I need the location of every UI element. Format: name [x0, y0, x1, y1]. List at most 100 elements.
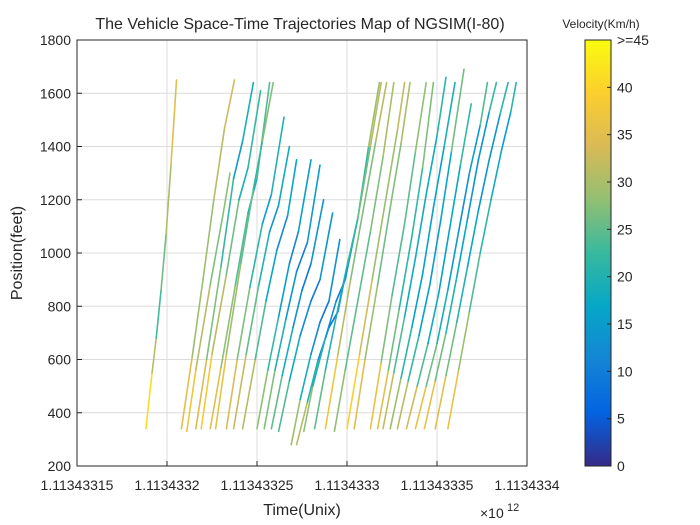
trajectory-segment — [319, 300, 330, 324]
trajectory-segment — [369, 156, 384, 233]
trajectory-segment — [398, 236, 413, 310]
y-tick-label: 1600 — [40, 85, 71, 101]
trajectory-segment — [434, 374, 447, 430]
vehicle-trajectory — [389, 81, 456, 430]
trajectory-segment — [277, 379, 291, 433]
trajectory-segment — [500, 111, 512, 150]
vehicle-trajectory — [346, 81, 406, 430]
trajectory-segment — [335, 265, 348, 318]
trajectory-segment — [220, 284, 237, 369]
trajectory-segment — [392, 316, 406, 374]
trajectory-segment — [254, 300, 267, 361]
y-tick-label: 800 — [48, 298, 72, 314]
trajectory-segment — [299, 353, 312, 401]
trajectory-segment — [414, 193, 428, 260]
trajectory-segment — [195, 284, 211, 371]
y-tick-label: 600 — [48, 352, 72, 368]
trajectory-segment — [455, 265, 469, 324]
trajectory-segment — [466, 209, 480, 268]
trajectory-segment — [437, 228, 451, 294]
trajectory-segment — [434, 332, 447, 382]
trajectory-segment — [225, 198, 240, 276]
trajectory-segment — [270, 116, 285, 196]
trajectory-segment — [252, 140, 264, 190]
trajectory-segment — [387, 308, 401, 371]
trajectory-segment — [209, 366, 222, 430]
colorbar-tick-label: 0 — [617, 458, 625, 474]
trajectory-segment — [477, 159, 491, 212]
trajectory-segment — [450, 68, 465, 153]
colorbar-tick-label: 5 — [617, 411, 625, 427]
trajectory-segment — [374, 81, 388, 142]
vehicle-trajectory — [434, 81, 509, 430]
trajectory-segment — [270, 374, 284, 430]
vehicle-trajectory — [290, 238, 341, 446]
trajectory-segment — [376, 369, 390, 430]
trajectory-segment — [222, 172, 231, 217]
trajectory-segment — [455, 217, 469, 278]
vehicle-trajectory — [324, 81, 388, 430]
trajectory-segment — [349, 209, 365, 281]
vehicle-trajectory — [145, 79, 178, 430]
trajectory-segment — [275, 214, 289, 252]
vehicle-trajectory — [353, 81, 411, 430]
trajectory-segment — [292, 289, 303, 329]
x-tick-label: 1.11343315 — [41, 477, 114, 493]
trajectory-segment — [286, 159, 298, 217]
trajectory-segment — [367, 81, 381, 148]
trajectory-segment — [425, 342, 438, 387]
colorbar-tick-label: >=45 — [617, 32, 649, 48]
trajectory-segment — [382, 81, 395, 158]
colorbar-tick-label: 20 — [617, 269, 633, 285]
trajectory-segment — [364, 284, 379, 361]
trajectory-segment — [344, 300, 359, 371]
colorbar-tick-label: 15 — [617, 316, 633, 332]
trajectory-segment — [383, 129, 399, 206]
trajectory-segment — [170, 79, 178, 166]
vehicle-trajectory — [313, 81, 383, 430]
trajectory-segment — [277, 145, 291, 206]
y-tick-label: 1800 — [40, 32, 71, 48]
vehicle-trajectory — [256, 159, 312, 430]
vehicle-trajectory — [277, 212, 334, 433]
trajectory-lines — [145, 68, 518, 446]
vehicle-trajectory — [333, 81, 395, 433]
trajectory-segment — [301, 262, 312, 292]
trajectory-segment — [391, 222, 406, 297]
trajectory-segment — [205, 265, 222, 361]
trajectory-segment — [281, 326, 294, 377]
vehicle-trajectory — [414, 81, 489, 430]
trajectory-segment — [389, 377, 402, 430]
trajectory-segment — [405, 385, 419, 430]
trajectory-segment — [145, 372, 153, 430]
trajectory-segment — [211, 273, 228, 355]
trajectory-segment — [356, 230, 372, 302]
trajectory-segment — [265, 249, 278, 302]
trajectory-segment — [310, 198, 325, 265]
x-axis-label: Time(Unix) — [263, 502, 341, 519]
trajectory-segment — [509, 81, 518, 113]
trajectory-segment — [186, 369, 197, 433]
vehicle-trajectory — [446, 81, 518, 430]
trajectory-segment — [234, 212, 249, 286]
trajectory-segment — [396, 379, 410, 430]
colorbar-tick-label: 25 — [617, 221, 633, 237]
trajectory-segment — [268, 204, 280, 233]
trajectory-segment — [346, 217, 359, 268]
trajectory-segment — [155, 289, 162, 340]
trajectory-segment — [311, 337, 327, 387]
colorbar-ticks: 0 5 10 15 20 25 30 35 40 >=45 — [607, 32, 649, 474]
colorbar — [584, 39, 612, 467]
trajectory-segment — [466, 159, 480, 220]
x-exponent-base: ×10 — [480, 505, 504, 521]
trajectory-segment — [245, 284, 260, 355]
trajectory-segment — [459, 103, 473, 166]
trajectory-segment — [400, 326, 413, 379]
trajectory-segment — [457, 310, 471, 371]
trajectory-segment — [324, 353, 339, 430]
trajectory-segment — [439, 151, 453, 222]
trajectory-segment — [160, 233, 167, 292]
trajectory-segment — [295, 241, 309, 273]
trajectory-segment — [195, 358, 208, 430]
trajectory-segment — [382, 372, 395, 430]
